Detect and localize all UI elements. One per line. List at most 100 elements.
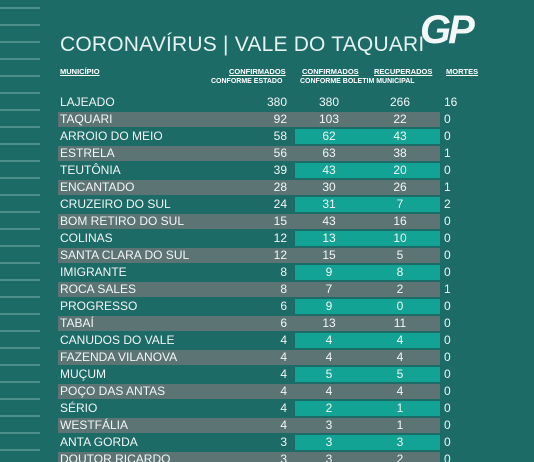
cell-value: 8 [280,265,287,279]
cell-value: 4 [280,418,287,432]
table-row: SÉRIO 4 2 1 0 [58,400,478,417]
cell-value: 2 [396,452,404,462]
row-band [295,231,440,246]
table-row: POÇO DAS ANTAS 4 4 4 0 [58,383,478,400]
table-row: ESTRELA 56 63 38 1 [58,145,478,162]
cell-value: 3 [280,452,287,462]
cell-value: 38 [393,146,407,160]
cell-value: 103 [318,112,340,126]
cell-value: 39 [273,163,287,177]
table-row: CRUZEIRO DO SUL 24 31 7 2 [58,196,478,213]
row-band [295,367,440,382]
cell-value: 0 [444,401,451,415]
cell-value: 1 [396,401,404,415]
cell-value: 2 [396,282,404,296]
cell-value: 9 [325,299,333,313]
col-header: CONFIRMADOS [302,67,359,76]
cell-value: 63 [322,146,336,160]
cell-value: 56 [273,146,287,160]
cell-value: 24 [273,197,287,211]
cell-value: 4 [280,333,287,347]
table-row: TABAÍ 6 13 11 0 [58,315,478,332]
cell-value: 28 [273,180,287,194]
row-band [58,418,440,433]
cell-value: 11 [393,316,407,330]
cell-value: 30 [322,180,336,194]
municipality: CANUDOS DO VALE [60,333,175,347]
cell-value: 6 [280,299,287,313]
cell-value: 0 [444,129,451,143]
cell-value: 62 [322,129,336,143]
cell-value: 0 [444,452,451,462]
municipality: TEUTÔNIA [60,163,121,177]
municipality: CRUZEIRO DO SUL [60,197,171,211]
cell-value: 1 [444,282,451,296]
cell-value: 0 [444,112,451,126]
cell-value: 4 [396,384,404,398]
table-row: CANUDOS DO VALE 4 4 4 0 [58,332,478,349]
cell-value: 7 [396,197,404,211]
municipality: MUÇUM [60,367,106,381]
cell-value: 5 [396,248,404,262]
cell-value: 0 [444,163,451,177]
cell-value: 0 [444,248,451,262]
cell-value: 12 [273,248,287,262]
cell-value: 3 [325,452,333,462]
col-header: CONFIRMADOS [229,67,286,76]
municipality: BOM RETIRO DO SUL [60,214,185,228]
municipality: ARROIO DO MEIO [60,129,163,143]
title: CORONAVÍRUS | VALE DO TAQUARI [60,33,425,56]
cell-value: 8 [280,282,287,296]
col-header: MUNICÍPIO [60,67,100,76]
cell-value: 380 [266,95,287,109]
cell-value: 0 [444,265,451,279]
municipality: ESTRELA [60,146,115,160]
table-row: PROGRESSO 6 9 0 0 [58,298,478,315]
municipality: DOUTOR RICARDO [60,452,171,462]
cell-value: 92 [273,112,287,126]
cell-value: 1 [396,418,404,432]
cell-value: 58 [273,129,287,143]
row-band [295,197,440,212]
cell-value: 0 [444,316,451,330]
table-row: SANTA CLARA DO SUL 12 15 5 0 [58,247,478,264]
col-subheader: CONFORME BOLETIM MUNICIPAL [300,78,415,85]
cell-value: 13 [322,316,336,330]
table-row: TEUTÔNIA 39 43 20 0 [58,162,478,179]
cell-value: 31 [322,197,336,211]
table-row: ANTA GORDA 3 3 3 0 [58,434,478,451]
cell-value: 10 [393,231,407,245]
cell-value: 3 [325,418,333,432]
municipality: FAZENDA VILANOVA [60,350,178,364]
row-band [295,265,440,280]
col-header: MORTES [446,67,479,76]
table-row: IMIGRANTE 8 9 8 0 [58,264,478,281]
table-row: ENCANTADO 28 30 26 1 [58,179,478,196]
cell-value: 4 [325,333,333,347]
row-band [295,401,440,416]
row-band [58,248,440,263]
municipality: ANTA GORDA [60,435,138,449]
cell-value: 0 [396,299,404,313]
row-band [295,299,440,314]
cell-value: 16 [444,95,458,109]
logo: GP [420,8,475,52]
cell-value: 1 [444,180,451,194]
cell-value: 43 [322,163,336,177]
table-row: ARROIO DO MEIO 58 62 43 0 [58,128,478,145]
col-header: RECUPERADOS [374,67,433,76]
table-row: LAJEADO 380 380 266 16 [58,94,478,111]
cell-value: 0 [444,435,451,449]
cell-value: 43 [322,214,336,228]
cell-value: 9 [325,265,333,279]
row-band [58,452,440,462]
municipality: SANTA CLARA DO SUL [60,248,190,262]
cell-value: 43 [393,129,407,143]
cell-value: 0 [444,350,451,364]
municipality: COLINAS [60,231,113,245]
cell-value: 5 [396,367,404,381]
row-band [58,316,440,331]
cell-value: 6 [280,316,287,330]
municipality: SÉRIO [60,401,98,415]
